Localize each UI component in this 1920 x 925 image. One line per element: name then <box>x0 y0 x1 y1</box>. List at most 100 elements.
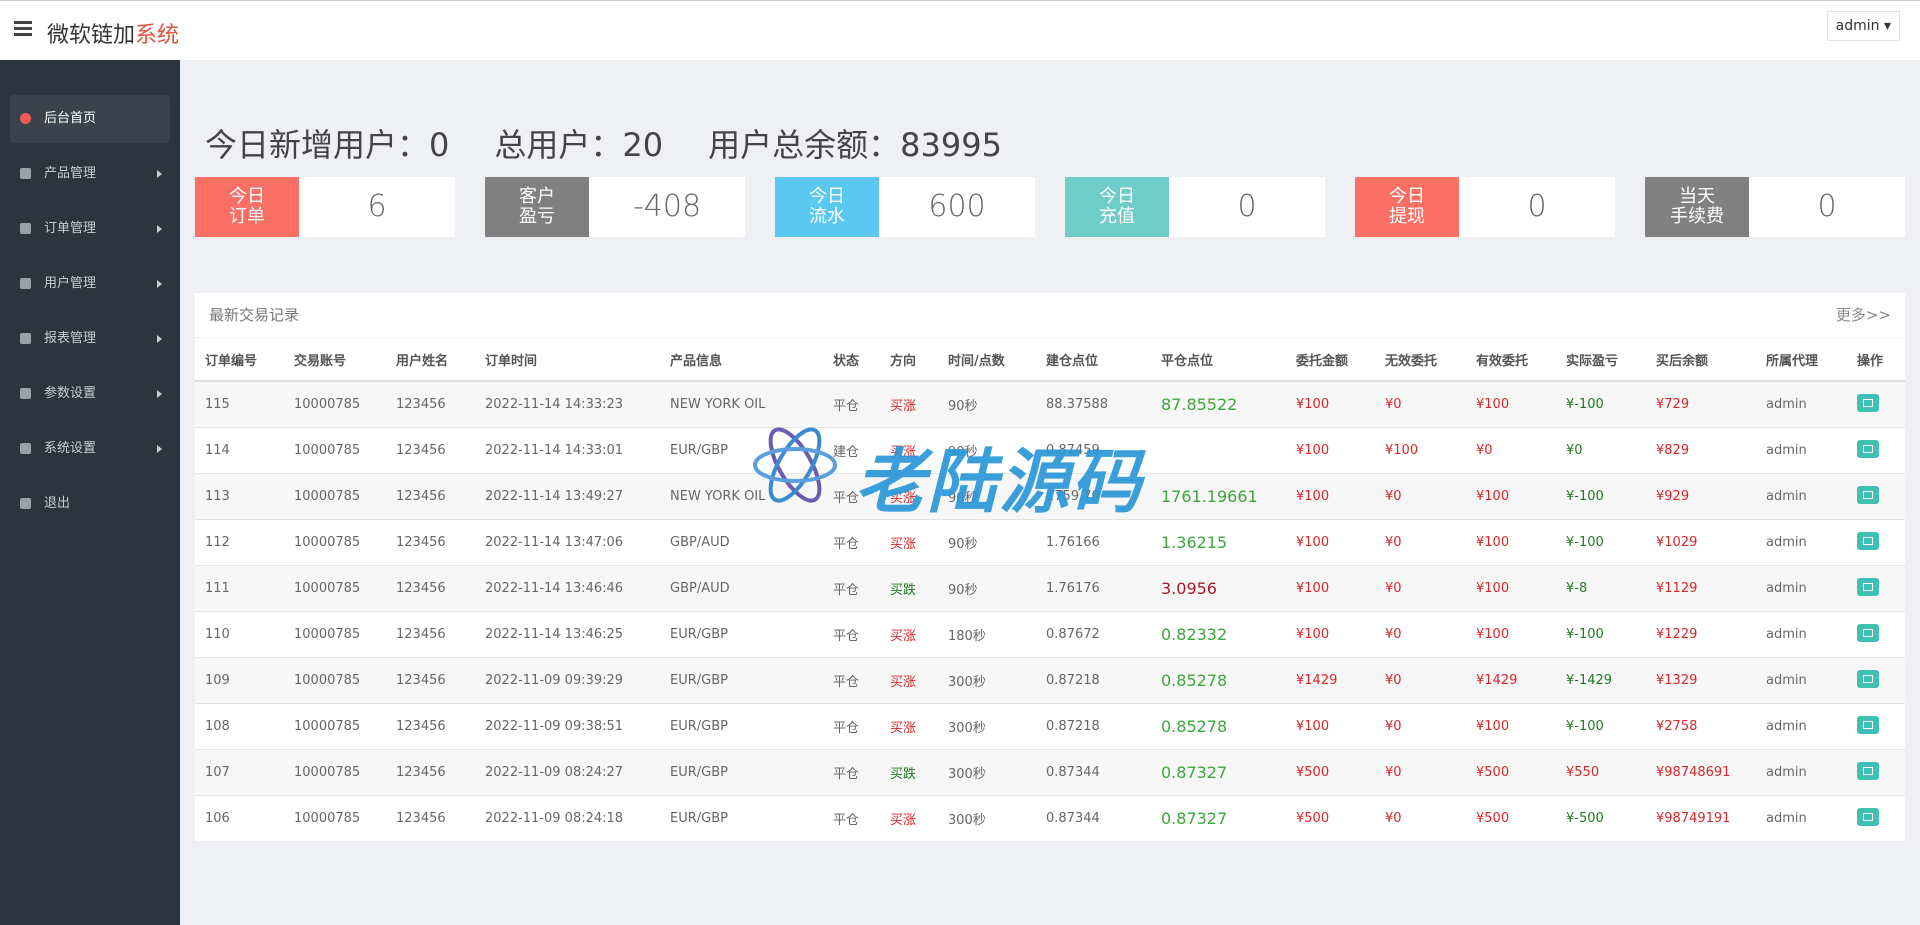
more-link[interactable]: 更多>> <box>1835 306 1891 324</box>
cell: 平仓 <box>823 749 880 796</box>
cell: ¥0 <box>1375 795 1466 841</box>
cell: ¥1129 <box>1646 565 1756 612</box>
card-label-line: 今日 <box>229 186 265 207</box>
summary-label: 今日新增用户： <box>205 126 430 164</box>
menu-item[interactable]: 后台首页 <box>10 95 170 143</box>
summary-label: 总用户： <box>494 126 623 164</box>
cell: 0.82332 <box>1151 611 1286 658</box>
cell: EUR/GBP <box>660 795 823 841</box>
card-label-line: 订单 <box>229 206 265 227</box>
view-button[interactable] <box>1857 761 1879 780</box>
menu-item[interactable]: 参数设置 <box>10 370 170 418</box>
menu-item[interactable]: 报表管理 <box>10 315 170 363</box>
cell: 平仓 <box>823 565 880 612</box>
cell: 2022-11-09 08:24:27 <box>475 749 660 796</box>
cell: EUR/GBP <box>660 749 823 796</box>
cell: 123456 <box>386 427 475 474</box>
cell: 123456 <box>386 703 475 750</box>
cell: 10000785 <box>284 611 386 658</box>
cell: 买涨 <box>880 473 938 520</box>
cell: 113 <box>195 473 284 520</box>
cell: 90秒 <box>938 473 1036 520</box>
column-header: 无效委托 <box>1375 338 1466 382</box>
menu-toggle[interactable] <box>14 21 32 37</box>
trade-row: 108 10000785 123456 2022-11-09 09:38:51 EUR/… <box>195 703 1905 750</box>
column-header: 产品信息 <box>660 338 823 382</box>
stat-card: 客户 盈亏 -408 <box>485 177 745 237</box>
action-cell <box>1847 657 1905 704</box>
card-value: 0 <box>1237 189 1257 224</box>
column-header: 方向 <box>880 338 938 382</box>
summary-value: 20 <box>622 126 664 164</box>
view-button[interactable] <box>1857 623 1879 642</box>
view-button[interactable] <box>1857 485 1879 504</box>
summary-item: 今日新增用户：0 <box>205 126 449 164</box>
menu-label: 系统设置 <box>44 441 97 456</box>
menu-arrow <box>157 280 162 288</box>
view-button[interactable] <box>1857 577 1879 596</box>
cell: 2022-11-09 08:24:18 <box>475 795 660 841</box>
column-header: 实际盈亏 <box>1556 338 1646 382</box>
cell: admin <box>1756 795 1847 841</box>
cell: 109 <box>195 657 284 704</box>
view-button[interactable] <box>1857 439 1879 458</box>
menu-item[interactable]: 系统设置 <box>10 425 170 473</box>
summary-item: 总用户：20 <box>494 126 663 164</box>
cell: 300秒 <box>938 657 1036 704</box>
cell: ¥100 <box>1286 519 1375 566</box>
card-label: 今日 充值 <box>1065 177 1169 237</box>
view-button[interactable] <box>1857 715 1879 734</box>
user-menu[interactable]: admin ▾ <box>1826 11 1900 41</box>
cell: 0.87327 <box>1151 795 1286 841</box>
menu-item[interactable]: 用户管理 <box>10 260 170 308</box>
menu-label: 后台首页 <box>44 111 97 126</box>
card-value: 600 <box>928 189 986 224</box>
column-header: 订单时间 <box>475 338 660 382</box>
view-button[interactable] <box>1857 393 1879 412</box>
cell: ¥100 <box>1286 703 1375 750</box>
cell <box>1151 427 1286 474</box>
view-button[interactable] <box>1857 807 1879 826</box>
cell: 123456 <box>386 473 475 520</box>
cell: 123456 <box>386 657 475 704</box>
cell: ¥1229 <box>1646 611 1756 658</box>
menu-arrow <box>157 445 162 453</box>
column-header: 用户姓名 <box>386 338 475 382</box>
trade-row: 106 10000785 123456 2022-11-09 08:24:18 EUR/… <box>195 795 1905 841</box>
cell: admin <box>1756 519 1847 566</box>
cell: ¥0 <box>1375 749 1466 796</box>
card-label-line: 今日 <box>809 186 845 207</box>
cell: ¥500 <box>1466 795 1556 841</box>
card-label: 客户 盈亏 <box>485 177 589 237</box>
column-header: 建仓点位 <box>1036 338 1151 382</box>
cell: 0.87459 <box>1036 427 1151 474</box>
menu-icon <box>20 333 31 344</box>
cell: 123456 <box>386 519 475 566</box>
cell: 2022-11-14 14:33:01 <box>475 427 660 474</box>
menu-item[interactable]: 产品管理 <box>10 150 170 198</box>
cell: admin <box>1756 703 1847 750</box>
cell: 0.87327 <box>1151 749 1286 796</box>
cell: 买涨 <box>880 611 938 658</box>
menu-item[interactable]: 退出 <box>10 480 170 528</box>
cell: ¥98749191 <box>1646 795 1756 841</box>
menu-label: 报表管理 <box>44 331 97 346</box>
brand-accent: 系统 <box>135 23 180 48</box>
cell: 123456 <box>386 795 475 841</box>
cell: ¥100 <box>1466 611 1556 658</box>
card-label: 当天 手续费 <box>1645 177 1749 237</box>
view-button[interactable] <box>1857 531 1879 550</box>
cell: 110 <box>195 611 284 658</box>
cell: ¥100 <box>1286 380 1375 428</box>
cell: GBP/AUD <box>660 519 823 566</box>
menu-item[interactable]: 订单管理 <box>10 205 170 253</box>
summary-value: 83995 <box>900 126 1002 164</box>
cell: ¥729 <box>1646 380 1756 428</box>
cell: 106 <box>195 795 284 841</box>
cell: 2022-11-14 13:49:27 <box>475 473 660 520</box>
column-header: 买后余额 <box>1646 338 1756 382</box>
cell: 90秒 <box>938 519 1036 566</box>
menu-arrow <box>157 390 162 398</box>
watermark-logo <box>753 427 837 503</box>
view-button[interactable] <box>1857 669 1879 688</box>
